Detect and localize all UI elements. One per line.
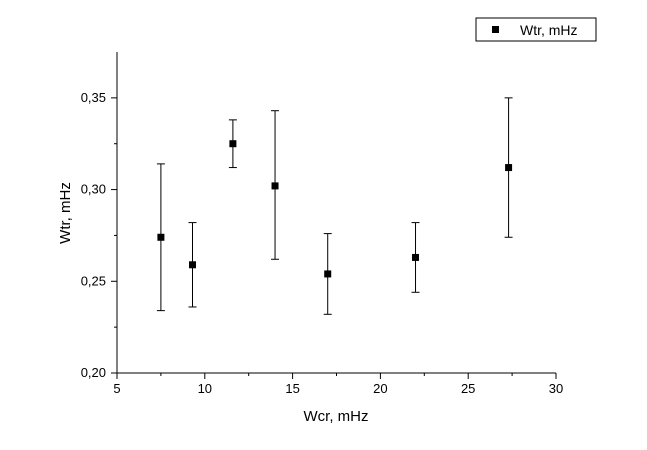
x-tick-label: 10 [198, 381, 212, 396]
x-tick-label: 20 [373, 381, 387, 396]
x-tick-label: 15 [285, 381, 299, 396]
y-axis-title: Wtr, mHz [57, 182, 74, 244]
y-tick-label: 0,35 [81, 90, 106, 105]
x-tick-label: 30 [549, 381, 563, 396]
legend-marker [492, 26, 499, 33]
y-tick-label: 0,30 [81, 182, 106, 197]
data-point [324, 270, 332, 278]
data-point [189, 261, 197, 269]
legend: Wtr, mHz [475, 17, 597, 42]
x-axis-title: Wcr, mHz [304, 408, 369, 425]
data-point [412, 253, 420, 261]
legend-label: Wtr, mHz [520, 22, 578, 38]
legend-box [475, 17, 597, 42]
y-tick-label: 0,25 [81, 273, 106, 288]
data-point [505, 164, 513, 172]
y-tick-label: 0,20 [81, 365, 106, 380]
data-point [271, 182, 279, 190]
x-tick-label: 25 [461, 381, 475, 396]
plot-area: 5 10 15 20 25 30 0,20 0,25 0,30 0,35 [81, 52, 563, 396]
data-point [157, 233, 165, 241]
x-tick-label: 5 [113, 381, 120, 396]
data-point [229, 140, 237, 148]
